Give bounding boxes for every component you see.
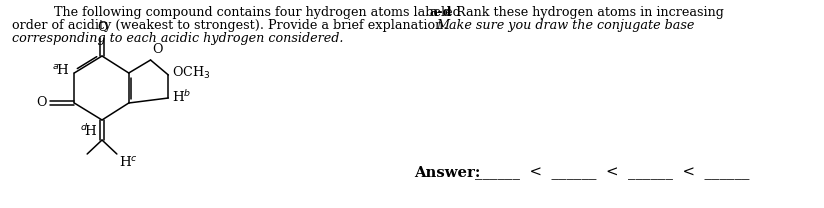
Text: . Rank these hydrogen atoms in increasing: . Rank these hydrogen atoms in increasin… xyxy=(447,6,723,19)
Text: Answer:: Answer: xyxy=(414,166,480,180)
Text: ______  <  ______  <  ______  <  ______: ______ < ______ < ______ < ______ xyxy=(475,166,750,180)
Text: O: O xyxy=(96,21,107,34)
Text: corresponding to each acidic hydrogen considered.: corresponding to each acidic hydrogen co… xyxy=(12,32,344,45)
Text: O: O xyxy=(152,43,163,56)
Text: $^d\!$H: $^d\!$H xyxy=(80,123,97,139)
Text: a-d: a-d xyxy=(430,6,452,19)
Text: OCH$_3$: OCH$_3$ xyxy=(172,65,211,81)
Text: H$^b$: H$^b$ xyxy=(172,89,192,105)
Text: $^a\!$H: $^a\!$H xyxy=(52,63,69,77)
Text: H$^c$: H$^c$ xyxy=(119,155,138,169)
Text: Make sure you draw the conjugate base: Make sure you draw the conjugate base xyxy=(436,19,694,32)
Text: order of acidity (weakest to strongest). Provide a brief explanation.: order of acidity (weakest to strongest).… xyxy=(12,19,452,32)
Text: O: O xyxy=(36,97,46,109)
Text: The following compound contains four hydrogen atoms labeled: The following compound contains four hyd… xyxy=(54,6,466,19)
